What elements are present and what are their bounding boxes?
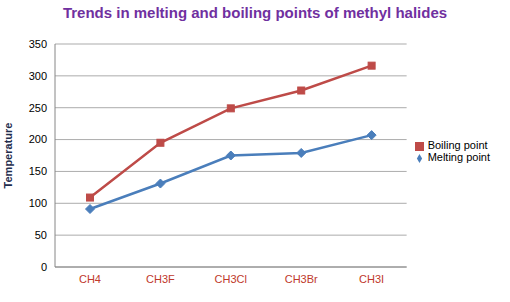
svg-text:Temperature: Temperature — [8, 123, 14, 189]
svg-text:300: 300 — [29, 70, 47, 82]
html-text:Boiling point: Boiling point — [427, 139, 488, 151]
svg-text:250: 250 — [29, 102, 47, 114]
svg-text:CH3Br: CH3Br — [285, 273, 318, 285]
svg-text:100: 100 — [29, 197, 47, 209]
svg-text:200: 200 — [29, 133, 47, 145]
html-text:Melting point: Melting point — [427, 151, 490, 163]
svg-text:350: 350 — [29, 38, 47, 50]
svg-text:50: 50 — [35, 229, 47, 241]
svg-text:CH3I: CH3I — [359, 273, 384, 285]
svg-text:150: 150 — [29, 165, 47, 177]
svg-text:CH4: CH4 — [79, 273, 101, 285]
svg-text:CH3Cl: CH3Cl — [215, 273, 247, 285]
html-text:Trends in melting and boiling: Trends in melting and boiling points of … — [62, 4, 448, 21]
svg-text:CH3F: CH3F — [146, 273, 175, 285]
svg-text:0: 0 — [41, 261, 47, 273]
